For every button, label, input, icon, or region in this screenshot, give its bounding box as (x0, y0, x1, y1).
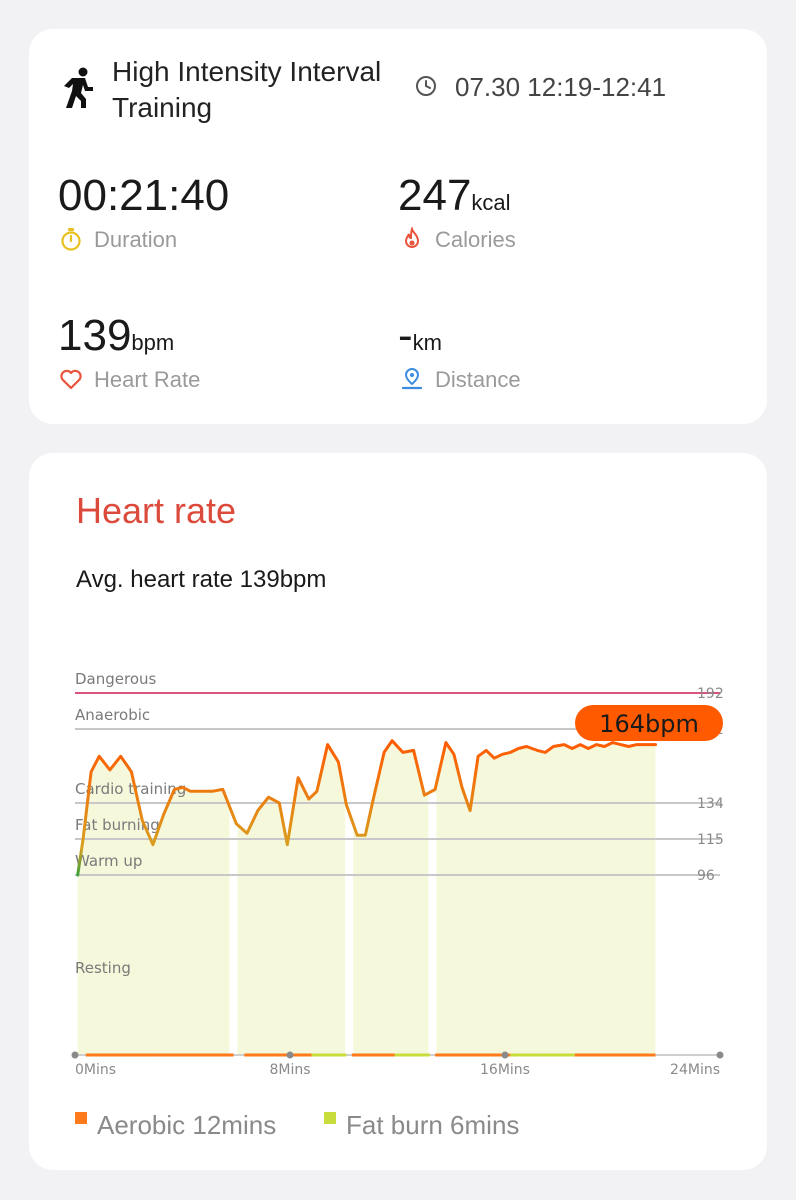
legend-fat-burn: Fat burn 6mins (346, 1110, 520, 1140)
legend-swatch-aerobic (75, 1112, 87, 1124)
average-heart-rate-text: Avg. heart rate 139bpm (76, 566, 327, 593)
workout-title: High Intensity Interval Training (112, 56, 382, 123)
calories-value-text: 247 (398, 171, 472, 220)
heart-rate-line (76, 739, 657, 877)
heart-rate-label: Heart Rate (94, 367, 201, 392)
calories-unit: kcal (471, 190, 511, 215)
x-tick-dot-0 (71, 1051, 79, 1059)
calories-label: Calories (435, 227, 516, 252)
distance-value-text: - (398, 311, 413, 360)
legend-aerobic: Aerobic 12mins (97, 1110, 277, 1140)
x-tick-dot-2 (501, 1051, 509, 1059)
clock-icon (416, 76, 436, 96)
stopwatch-icon (61, 228, 81, 251)
x-tick-label-3: 24Mins (670, 1062, 720, 1078)
y-tick-96: 96 (697, 868, 715, 884)
heart-rate-card: Heart rate Avg. heart rate 139bpm 192 Dan… (29, 453, 767, 1170)
zone-label-dangerous: Dangerous (75, 670, 157, 688)
heart-icon (60, 369, 82, 390)
heart-rate-area-fill (77, 740, 656, 1055)
x-tick-label-0: 0Mins (75, 1062, 116, 1078)
flame-icon (404, 227, 420, 248)
segment-gap-2 (428, 793, 437, 1055)
zone-label-resting: Resting (75, 959, 131, 977)
y-tick-134: 134 (697, 796, 724, 812)
distance-label: Distance (435, 367, 521, 392)
peak-badge-label: 164bpm (599, 710, 699, 738)
location-pin-icon (401, 367, 423, 390)
duration-value: 00:21:40 (58, 171, 229, 221)
x-tick-label-2: 16Mins (480, 1062, 530, 1078)
duration-value-text: 00:21:40 (58, 171, 230, 220)
workout-time-range: 07.30 12:19-12:41 (455, 72, 667, 102)
heart-rate-value: 139bpm (58, 311, 174, 368)
y-tick-192: 192 (697, 686, 724, 702)
peak-badge (575, 705, 723, 741)
heart-rate-section-title: Heart rate (76, 490, 237, 531)
heart-rate-value-text: 139 (58, 311, 132, 360)
heart-rate-chart: 192Dangerous172Anaerobic134Cardio traini… (71, 670, 724, 1078)
x-tick-dot-1 (286, 1051, 294, 1059)
y-tick-115: 115 (697, 832, 724, 848)
zone-label-cardio-training: Cardio training (75, 780, 186, 798)
zone-label-warm-up: Warm up (75, 852, 142, 870)
zone-label-anaerobic: Anaerobic (75, 706, 150, 724)
duration-label: Duration (94, 227, 178, 252)
calories-value: 247kcal (398, 171, 511, 228)
distance-unit: km (412, 330, 442, 355)
heart-rate-unit: bpm (131, 330, 175, 355)
legend-swatch-fat-burn (324, 1112, 336, 1124)
zone-label-fat-burning: Fat burning (75, 816, 160, 834)
x-tick-dot-3 (716, 1051, 724, 1059)
segment-gap-1 (345, 793, 354, 1055)
running-person-icon (64, 67, 93, 108)
workout-summary-card: High Intensity Interval Training 07.30 1… (29, 29, 767, 424)
segment-gap-0 (229, 793, 238, 1055)
distance-value: -km (398, 311, 442, 368)
x-tick-label-1: 8Mins (269, 1062, 310, 1078)
